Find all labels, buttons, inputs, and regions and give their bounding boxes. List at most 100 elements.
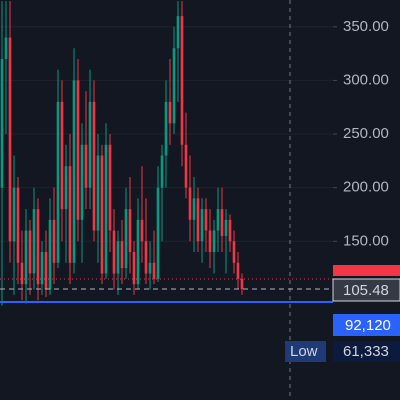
candle-body xyxy=(64,166,68,210)
candle xyxy=(152,230,156,285)
candle xyxy=(104,123,108,279)
candle-body xyxy=(36,209,40,285)
candle xyxy=(184,112,188,199)
candle-body xyxy=(60,101,64,210)
candle-body xyxy=(152,262,156,279)
y-tick-label: 250.00 xyxy=(343,125,389,142)
candle xyxy=(120,219,124,285)
candle xyxy=(228,214,232,253)
candle-body xyxy=(88,101,92,188)
candle xyxy=(16,176,20,285)
last-price-box xyxy=(332,278,400,302)
candle xyxy=(12,155,16,295)
candle xyxy=(56,69,60,269)
candle-body xyxy=(16,187,20,263)
candle xyxy=(136,198,140,290)
candle xyxy=(40,241,44,295)
candle-body xyxy=(20,262,24,285)
candle-body xyxy=(28,230,32,274)
candle-body xyxy=(164,101,168,156)
candle xyxy=(196,187,200,253)
candle-body xyxy=(96,155,100,231)
last-price-label: 105.48 xyxy=(343,282,389,299)
low-label: Low xyxy=(290,343,318,360)
candle-body xyxy=(192,198,196,220)
candle-body xyxy=(200,209,204,242)
candle-body xyxy=(120,241,124,269)
candle-body xyxy=(68,166,72,263)
low-value-box xyxy=(333,341,400,362)
candle xyxy=(108,134,112,253)
candle-body xyxy=(228,219,232,242)
candle-body xyxy=(156,187,160,279)
candle xyxy=(216,187,220,253)
candle xyxy=(128,176,132,274)
candle-body xyxy=(72,80,76,263)
candle xyxy=(4,1,8,135)
candle-body xyxy=(160,155,164,188)
candle xyxy=(32,187,36,290)
candle xyxy=(208,209,212,269)
candle-body xyxy=(124,209,128,269)
candle-body xyxy=(168,101,172,124)
candle-body xyxy=(236,262,240,279)
candle xyxy=(124,187,128,279)
y-tick-label: 300.00 xyxy=(343,71,389,88)
candle-body xyxy=(108,144,112,231)
candle xyxy=(116,230,120,295)
low-tag xyxy=(285,341,326,362)
candle xyxy=(24,209,28,304)
candle xyxy=(172,26,176,135)
candle-body xyxy=(80,144,84,220)
candle-body xyxy=(240,278,244,290)
candle-body xyxy=(196,198,200,242)
candle-body xyxy=(56,101,60,263)
candle-body xyxy=(136,219,140,285)
candle xyxy=(100,144,104,285)
candle-body xyxy=(184,144,188,188)
candle-body xyxy=(208,230,212,253)
red-price-box xyxy=(333,265,400,276)
candle xyxy=(68,134,72,285)
candle xyxy=(76,58,80,242)
candle-body xyxy=(132,252,136,285)
candle xyxy=(72,48,76,274)
candle-body xyxy=(40,252,44,285)
candle xyxy=(144,198,148,285)
candle xyxy=(8,1,12,263)
candle xyxy=(80,123,84,263)
candle-body xyxy=(112,230,116,274)
candle xyxy=(60,80,64,242)
candle xyxy=(44,230,48,298)
candle xyxy=(176,1,180,102)
candle-body xyxy=(100,155,104,274)
candle xyxy=(132,241,136,295)
candle xyxy=(88,69,92,210)
candle xyxy=(204,198,208,253)
candle-body xyxy=(140,219,144,242)
candle xyxy=(96,134,100,263)
y-tick-label: 200.00 xyxy=(343,179,389,196)
candle xyxy=(148,241,152,290)
candle-body xyxy=(212,230,216,253)
candle xyxy=(188,155,192,242)
candle xyxy=(0,1,4,306)
low-value-label: 61,333 xyxy=(343,343,389,360)
candle-body xyxy=(32,209,36,274)
candle xyxy=(64,144,68,263)
candle xyxy=(48,198,52,295)
candle-body xyxy=(220,209,224,236)
candle xyxy=(164,80,168,188)
candle-body xyxy=(44,252,48,290)
y-tick-label: 150.00 xyxy=(343,232,389,249)
blue-price-box xyxy=(333,314,400,336)
candle-body xyxy=(180,16,184,145)
candle xyxy=(92,80,96,242)
candle-body xyxy=(148,262,152,274)
candle-body xyxy=(84,144,88,188)
candle xyxy=(168,58,172,145)
candle-body xyxy=(76,80,80,220)
candle xyxy=(52,187,56,285)
candle-body xyxy=(104,144,108,274)
